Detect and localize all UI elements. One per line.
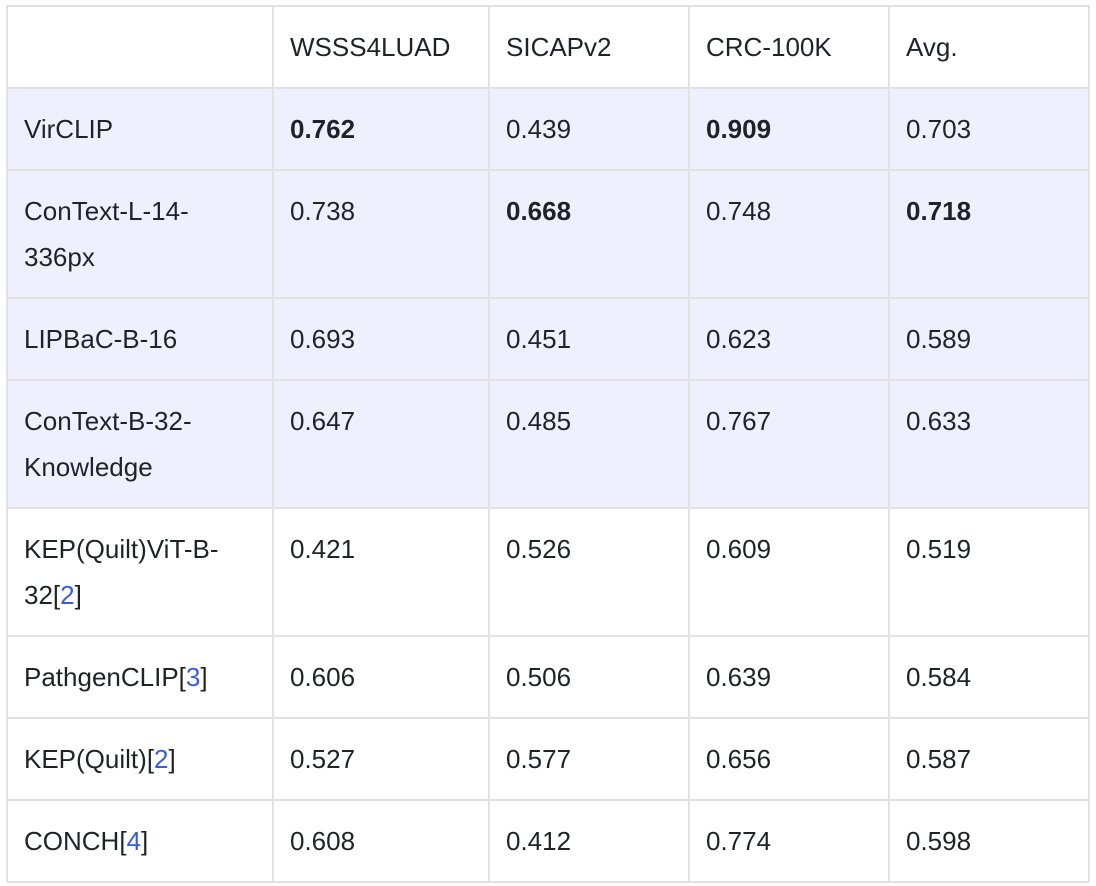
model-name: CONCH [24, 826, 120, 856]
value-cell-sicapv2: 0.577 [488, 717, 690, 801]
table-row: PathgenCLIP[3] 0.606 0.506 0.639 0.584 [6, 635, 1090, 719]
table-row: VirCLIP 0.762 0.439 0.909 0.703 [6, 87, 1090, 171]
model-name: PathgenCLIP [24, 662, 179, 692]
header-cell-sicapv2: SICAPv2 [488, 5, 690, 89]
value-cell-avg: 0.633 [888, 379, 1090, 509]
results-table: WSSS4LUAD SICAPv2 CRC-100K Avg. VirCLIP … [6, 5, 1090, 883]
model-name-cell: PathgenCLIP[3] [6, 635, 274, 719]
model-name: KEP(Quilt)ViT-B-32 [24, 534, 219, 610]
value-cell-crc-100k: 0.609 [688, 507, 890, 637]
value-cell-wsss4luad: 0.421 [272, 507, 490, 637]
value-cell-wsss4luad: 0.608 [272, 799, 490, 883]
value-cell-crc-100k: 0.909 [688, 87, 890, 171]
model-name-cell: ConText-B-32-Knowledge [6, 379, 274, 509]
table-row: ConText-L-14-336px 0.738 0.668 0.748 0.7… [6, 169, 1090, 299]
model-name: LIPBaC-B-16 [24, 324, 178, 354]
citation-link[interactable]: 4 [126, 826, 142, 856]
table-row: KEP(Quilt)ViT-B-32[2] 0.421 0.526 0.609 … [6, 507, 1090, 637]
value-cell-avg: 0.703 [888, 87, 1090, 171]
value-cell-wsss4luad: 0.693 [272, 297, 490, 381]
model-name-cell: KEP(Quilt)ViT-B-32[2] [6, 507, 274, 637]
citation-link[interactable]: 3 [185, 662, 201, 692]
header-cell-avg: Avg. [888, 5, 1090, 89]
model-name: VirCLIP [24, 114, 114, 144]
value-cell-sicapv2: 0.412 [488, 799, 690, 883]
value-cell-sicapv2: 0.506 [488, 635, 690, 719]
value-cell-avg: 0.598 [888, 799, 1090, 883]
model-name-cell: KEP(Quilt)[2] [6, 717, 274, 801]
value-cell-avg: 0.589 [888, 297, 1090, 381]
citation-link[interactable]: 2 [60, 580, 75, 610]
value-cell-avg: 0.718 [888, 169, 1090, 299]
model-name: ConText-B-32-Knowledge [24, 406, 192, 482]
model-name-cell: CONCH[4] [6, 799, 274, 883]
value-cell-wsss4luad: 0.647 [272, 379, 490, 509]
value-cell-avg: 0.584 [888, 635, 1090, 719]
value-cell-wsss4luad: 0.738 [272, 169, 490, 299]
value-cell-wsss4luad: 0.762 [272, 87, 490, 171]
model-name: KEP(Quilt) [24, 744, 147, 774]
value-cell-sicapv2: 0.485 [488, 379, 690, 509]
table-row: ConText-B-32-Knowledge 0.647 0.485 0.767… [6, 379, 1090, 509]
table-row: LIPBaC-B-16 0.693 0.451 0.623 0.589 [6, 297, 1090, 381]
model-name-cell: LIPBaC-B-16 [6, 297, 274, 381]
header-cell-model [6, 5, 274, 89]
value-cell-wsss4luad: 0.527 [272, 717, 490, 801]
header-cell-crc-100k: CRC-100K [688, 5, 890, 89]
table-row: KEP(Quilt)[2] 0.527 0.577 0.656 0.587 [6, 717, 1090, 801]
value-cell-crc-100k: 0.639 [688, 635, 890, 719]
value-cell-sicapv2: 0.668 [488, 169, 690, 299]
value-cell-sicapv2: 0.439 [488, 87, 690, 171]
model-name-cell: VirCLIP [6, 87, 274, 171]
value-cell-avg: 0.519 [888, 507, 1090, 637]
value-cell-crc-100k: 0.767 [688, 379, 890, 509]
header-row: WSSS4LUAD SICAPv2 CRC-100K Avg. [6, 5, 1090, 89]
value-cell-sicapv2: 0.451 [488, 297, 690, 381]
header-cell-wsss4luad: WSSS4LUAD [272, 5, 490, 89]
value-cell-crc-100k: 0.623 [688, 297, 890, 381]
value-cell-crc-100k: 0.774 [688, 799, 890, 883]
value-cell-crc-100k: 0.656 [688, 717, 890, 801]
value-cell-crc-100k: 0.748 [688, 169, 890, 299]
table-row: CONCH[4] 0.608 0.412 0.774 0.598 [6, 799, 1090, 883]
citation-link[interactable]: 2 [154, 744, 169, 774]
value-cell-sicapv2: 0.526 [488, 507, 690, 637]
model-name-cell: ConText-L-14-336px [6, 169, 274, 299]
model-name: ConText-L-14-336px [24, 196, 189, 272]
value-cell-wsss4luad: 0.606 [272, 635, 490, 719]
value-cell-avg: 0.587 [888, 717, 1090, 801]
